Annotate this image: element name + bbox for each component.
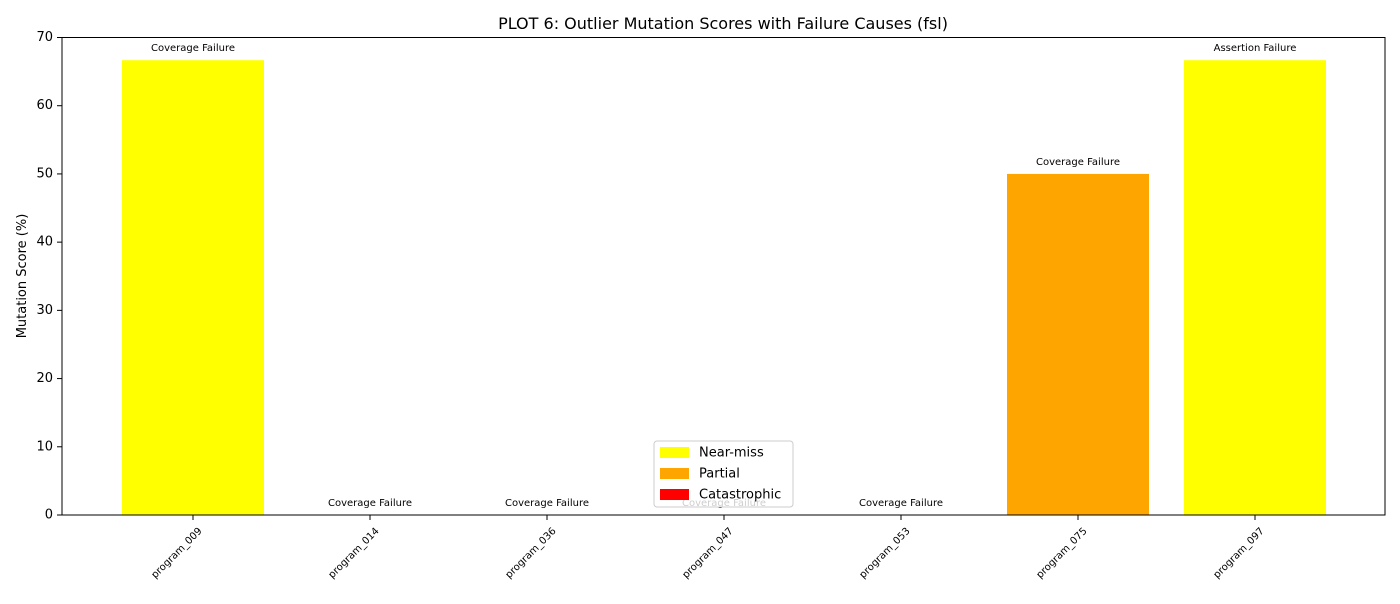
y-tick-label: 60 (36, 98, 53, 113)
bar-annotation: Coverage Failure (328, 498, 412, 509)
x-tick-label: program_053 (858, 526, 913, 581)
legend-label: Near-miss (699, 446, 764, 461)
x-tick-label: program_036 (504, 526, 559, 581)
legend-swatch-near-miss (660, 447, 689, 458)
x-axis: program_009 program_014 program_036 program… (150, 515, 1267, 581)
y-tick-label: 70 (36, 30, 53, 45)
legend-swatch-partial (660, 468, 689, 479)
y-tick-label: 10 (36, 439, 53, 454)
x-tick-label: program_047 (681, 526, 736, 581)
y-tick-label: 40 (36, 235, 53, 250)
legend: Near-miss Partial Catastrophic (653, 440, 794, 508)
x-tick-label: program_009 (150, 526, 205, 581)
y-axis-label: Mutation Score (%) (15, 214, 30, 339)
bar-program_097 (1184, 60, 1326, 515)
chart-title: PLOT 6: Outlier Mutation Scores with Fai… (498, 14, 948, 33)
legend-label: Partial (699, 467, 740, 482)
legend-label: Catastrophic (699, 488, 781, 503)
bar-program_075 (1007, 173, 1149, 515)
y-tick-label: 20 (36, 371, 53, 386)
plot-area: Coverage Failure Coverage Failure Coverage… (122, 43, 1326, 515)
bar-annotation: Coverage Failure (1036, 157, 1120, 168)
y-axis: 0 10 20 30 40 50 60 70 (36, 30, 62, 523)
bar-annotation: Assertion Failure (1214, 43, 1297, 54)
y-tick-label: 30 (36, 303, 53, 318)
bar-annotation: Coverage Failure (505, 498, 589, 509)
x-tick-label: program_075 (1035, 526, 1090, 581)
x-tick-label: program_097 (1212, 526, 1267, 581)
legend-swatch-catastrophic (660, 489, 689, 500)
bar-program_009 (122, 60, 264, 515)
bar-annotation: Coverage Failure (859, 498, 943, 509)
y-tick-label: 50 (36, 166, 53, 181)
bar-annotation: Coverage Failure (151, 43, 235, 54)
y-tick-label: 0 (45, 508, 53, 523)
x-tick-label: program_014 (327, 526, 382, 581)
